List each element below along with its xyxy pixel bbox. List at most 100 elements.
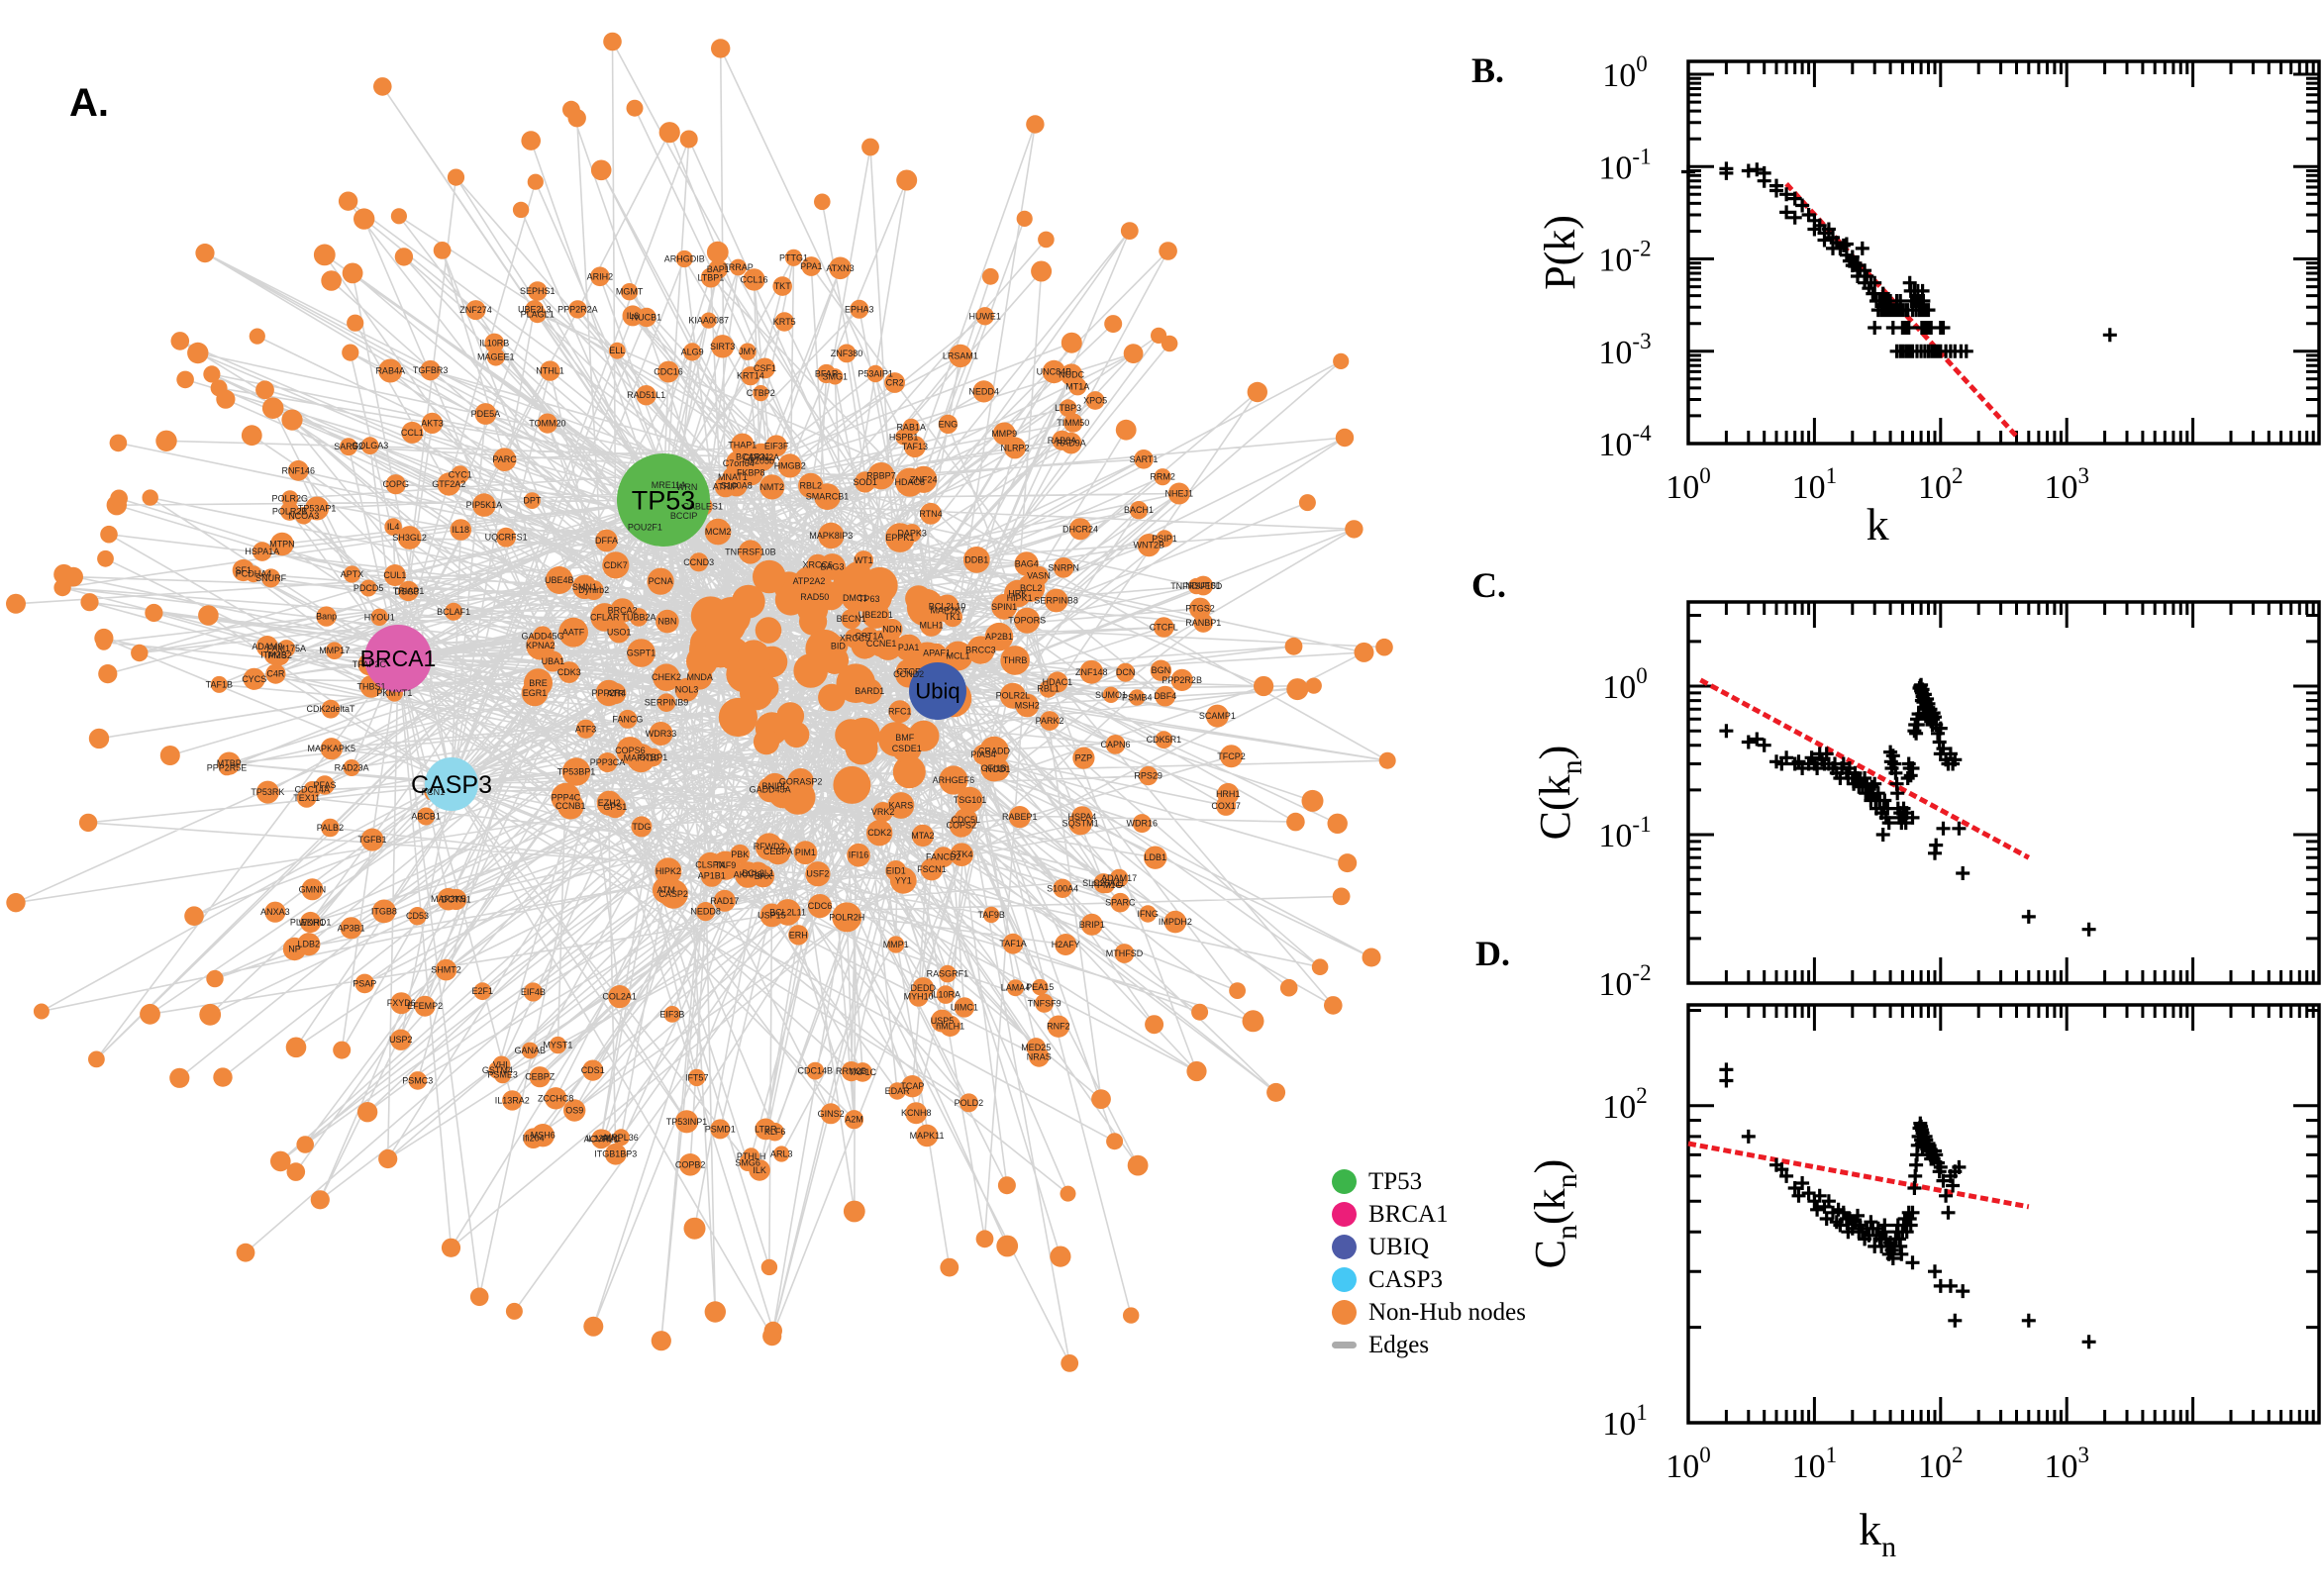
network-node-label: PEA15 xyxy=(1026,982,1054,992)
network-node xyxy=(774,899,801,926)
network-node xyxy=(213,1067,233,1087)
network-node-label: DHCR24 xyxy=(1062,524,1098,534)
network-node-label: CEBPA xyxy=(763,847,793,856)
network-node-label: FANCG xyxy=(612,714,643,724)
network-node xyxy=(595,529,618,552)
network-node-label: RAB1A xyxy=(896,422,926,432)
network-node xyxy=(959,1093,978,1113)
network-node xyxy=(315,775,335,795)
network-node xyxy=(170,332,190,350)
network-node-label: RNF146 xyxy=(282,465,316,475)
network-node-label: NRAS xyxy=(1027,1051,1052,1061)
network-node xyxy=(704,1301,726,1323)
network-node xyxy=(551,782,581,813)
network-node-label: IL13RA2 xyxy=(495,1095,530,1105)
network-node xyxy=(372,899,396,924)
network-node xyxy=(264,901,286,923)
network-node-label: TK1 xyxy=(945,612,961,622)
network-node xyxy=(414,995,436,1017)
network-node-label: COPG xyxy=(382,479,409,489)
network-node-label: BRCC3 xyxy=(965,646,996,655)
network-node xyxy=(280,501,300,521)
network-node-label: MAPK8IP3 xyxy=(809,531,853,541)
network-node xyxy=(902,524,922,543)
network-node xyxy=(678,1153,702,1176)
network-node-label: TP53AP1 xyxy=(298,504,337,514)
network-node xyxy=(867,462,895,490)
network-node xyxy=(385,474,406,495)
network-node xyxy=(626,99,644,117)
network-node-label: AATF xyxy=(562,628,585,638)
network-node xyxy=(408,1071,428,1090)
network-node xyxy=(743,268,765,291)
network-node-label: ITGB1BP3 xyxy=(594,1149,637,1159)
network-node-label: BCAP31 xyxy=(736,452,770,462)
network-node xyxy=(647,567,674,595)
network-node-label: TRRAP xyxy=(723,262,754,272)
network-node xyxy=(980,754,1007,782)
network-node xyxy=(713,889,736,912)
network-node-label: BFAR xyxy=(815,369,839,379)
network-node-label: MTBP xyxy=(217,758,242,768)
network-node-label: COPS2 xyxy=(947,821,977,831)
network-node-label: MAP2K7 xyxy=(931,605,966,615)
network-node-label: BCL2 xyxy=(1020,583,1043,593)
network-node xyxy=(984,622,1014,651)
network-node xyxy=(521,131,541,150)
network-node-label: DSG3 xyxy=(394,587,419,597)
network-node xyxy=(1137,534,1161,557)
network-node xyxy=(1072,747,1095,769)
network-node-label: TGFB1 xyxy=(357,835,386,845)
network-node-label: CDK7 xyxy=(604,560,628,570)
network-node-label: RBL2 xyxy=(800,481,823,491)
network-node xyxy=(1286,812,1305,832)
network-node xyxy=(1026,1038,1046,1057)
network-node-label: WRN xyxy=(676,482,698,492)
network-node xyxy=(1047,1015,1070,1038)
network-node xyxy=(631,816,653,838)
node-swatch-icon xyxy=(1332,1299,1357,1325)
network-node xyxy=(1016,210,1033,227)
network-node xyxy=(620,283,639,301)
network-node-label: TAF13 xyxy=(902,442,928,451)
y-axis-title: C(kn​) xyxy=(1531,746,1588,841)
network-node xyxy=(1193,575,1214,596)
network-node xyxy=(1127,1154,1149,1176)
network-node-label: MRE11A xyxy=(652,480,686,490)
network-node xyxy=(802,584,828,610)
network-node xyxy=(1155,731,1173,749)
network-node xyxy=(755,617,782,644)
node-swatch-icon xyxy=(1332,1234,1357,1259)
network-node xyxy=(6,593,26,614)
network-node-label: ADAM9 xyxy=(252,642,282,651)
legend-item-non-hub-nodes: Non-Hub nodes xyxy=(1332,1299,1526,1325)
network-node-label: TSG101 xyxy=(954,795,987,805)
network-node xyxy=(772,276,792,296)
network-node xyxy=(911,824,935,848)
network-node xyxy=(892,755,926,789)
network-node-label: CSDE1 xyxy=(892,744,922,753)
network-node xyxy=(1055,934,1077,955)
network-node xyxy=(975,307,994,326)
network-node xyxy=(296,787,317,808)
network-node xyxy=(210,379,228,397)
network-node xyxy=(765,1122,784,1142)
network-node-label: WDR1 xyxy=(298,918,325,928)
network-node xyxy=(710,1119,731,1140)
network-node xyxy=(1186,1060,1207,1082)
network-node xyxy=(730,844,751,864)
network-node xyxy=(753,559,786,594)
network-node xyxy=(590,159,612,181)
network-node-label: RAB4A xyxy=(375,366,405,376)
network-node xyxy=(360,828,384,851)
network-node-label: ADAM17 xyxy=(1101,873,1137,883)
network-node xyxy=(656,609,679,634)
network-node xyxy=(78,813,98,833)
network-node-label: KRT5 xyxy=(773,317,796,327)
network-node-label: A2M xyxy=(845,1115,863,1125)
network-node-label: PSMC3 xyxy=(402,1075,433,1085)
network-node xyxy=(1002,933,1024,954)
network-node xyxy=(683,343,702,361)
network-node xyxy=(753,729,780,755)
network-node xyxy=(110,489,128,508)
